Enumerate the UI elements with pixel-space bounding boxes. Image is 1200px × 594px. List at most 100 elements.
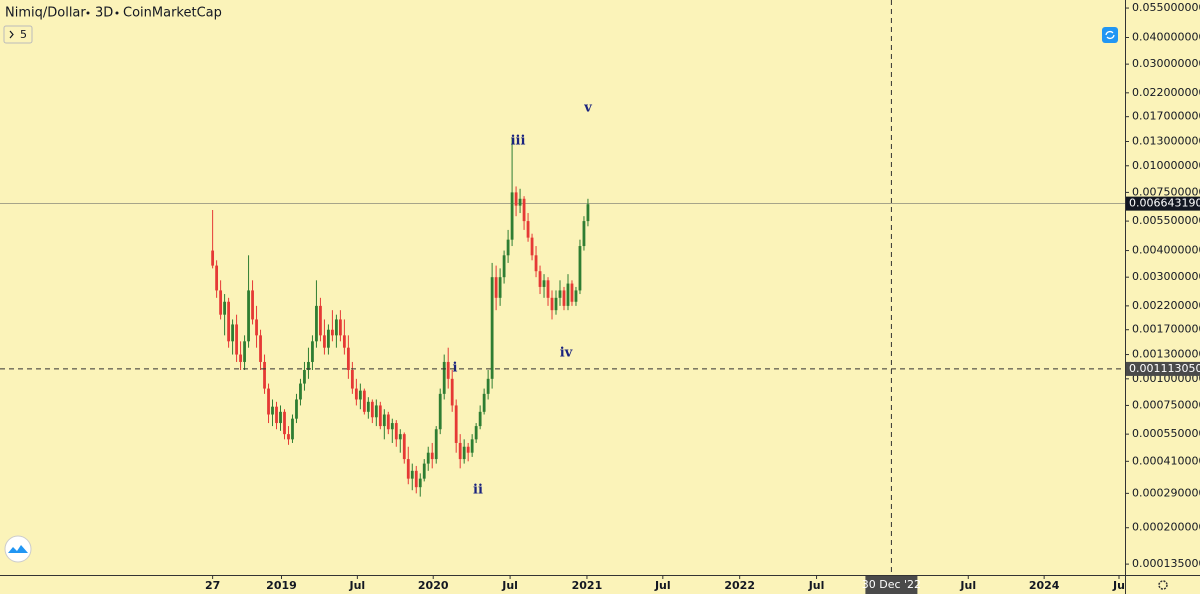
candle-body: [450, 378, 454, 406]
candle-body: [327, 329, 330, 348]
candle-body: [522, 198, 526, 222]
candle-body: [402, 434, 406, 460]
crosshair-price-box: [1126, 361, 1200, 376]
x-tick-label: 27: [205, 579, 220, 592]
logo-button[interactable]: [4, 535, 32, 563]
logo-icon: [8, 545, 28, 553]
candle-body: [247, 290, 250, 342]
candle-body: [295, 399, 298, 419]
candle-body: [498, 277, 502, 298]
candle-body: [259, 335, 262, 362]
x-tick-label: 2019: [266, 579, 297, 592]
candle-body: [530, 237, 534, 256]
candle-body: [406, 459, 410, 479]
candle-body: [235, 324, 238, 355]
candle-body: [562, 290, 566, 306]
x-tick-label: Ju: [1112, 579, 1125, 592]
source: CoinMarketCap: [123, 6, 222, 21]
candle-body: [482, 393, 486, 412]
candle-body: [534, 255, 538, 272]
y-tick-label: 0.0300000000: [1132, 57, 1200, 70]
candle-body: [574, 290, 578, 302]
candle-body: [490, 277, 494, 379]
candle-body: [299, 383, 302, 400]
candle-body: [334, 319, 338, 336]
candle-body: [538, 271, 542, 287]
candle-body: [586, 204, 590, 222]
candle-body: [354, 388, 358, 400]
candle-body: [462, 446, 466, 460]
candle-body: [442, 361, 446, 394]
crosshair-date-label: 30 Dec '22: [862, 578, 921, 591]
candle-body: [231, 324, 234, 342]
candle-body: [362, 390, 366, 412]
x-tick-label: Jul: [501, 579, 518, 592]
x-tick-label: 2022: [724, 579, 755, 592]
x-tick-label: Jul: [349, 579, 366, 592]
candle-body: [502, 255, 506, 278]
candle-body: [434, 429, 438, 460]
candle-body: [243, 341, 246, 362]
wave-label: v: [583, 101, 592, 116]
candle-body: [382, 414, 386, 427]
candle-body: [510, 192, 514, 240]
candle-body: [271, 406, 274, 415]
y-tick-label: 0.0055000000: [1132, 214, 1200, 227]
candle-body: [542, 280, 546, 287]
candle-body: [287, 434, 290, 440]
candle-body: [458, 442, 462, 460]
indicator-toggle[interactable]: [3, 25, 33, 44]
indicator-count: 5: [20, 28, 27, 41]
x-tick-label: Jul: [808, 579, 825, 592]
candle-body: [267, 388, 270, 415]
settings-button[interactable]: [1158, 580, 1168, 590]
y-tick-label: 0.0007500000: [1132, 398, 1200, 411]
y-tick-label: 0.0075000000: [1132, 185, 1200, 198]
candle-body: [319, 305, 322, 336]
candle-body: [446, 361, 450, 379]
separator: [115, 11, 119, 15]
y-tick-label: 0.0017000000: [1132, 323, 1200, 336]
crosshair-price-label: 0.0011130500: [1129, 362, 1200, 375]
y-tick-label: 0.0005500000: [1132, 427, 1200, 440]
candle-body: [331, 329, 334, 336]
candle-body: [255, 319, 258, 336]
candle-body: [323, 335, 326, 348]
candle-body: [350, 370, 354, 389]
candle-body: [578, 246, 582, 291]
x-tick-label: 2024: [1029, 579, 1060, 592]
auto-scale-button[interactable]: [1102, 27, 1118, 43]
candle-body: [526, 221, 530, 238]
wave-label: ii: [473, 483, 483, 498]
y-tick-label: 0.0022000000: [1132, 299, 1200, 312]
wave-label: iv: [560, 346, 573, 361]
plot: [0, 138, 1125, 497]
y-tick-label: 0.0040000000: [1132, 244, 1200, 257]
crosshair-date-box: [865, 576, 918, 594]
candle-body: [410, 470, 414, 479]
candle-body: [263, 361, 266, 389]
y-tick-label: 0.0002000000: [1132, 521, 1200, 534]
candle-body: [390, 423, 394, 430]
y-tick-label: 0.0013000000: [1132, 348, 1200, 361]
y-tick-label: 0.0170000000: [1132, 110, 1200, 123]
x-tick-label: 2020: [418, 579, 449, 592]
candle-body: [283, 411, 286, 435]
candle-body: [358, 390, 362, 400]
candle-body: [422, 463, 426, 479]
candle-body: [338, 319, 342, 336]
candle-body: [374, 405, 378, 418]
candle-body: [554, 297, 558, 311]
wave-label: i: [453, 361, 458, 376]
candle-body: [478, 411, 482, 427]
candle-body: [279, 411, 282, 424]
candle-body: [370, 401, 374, 418]
candle-body: [414, 470, 418, 488]
candle-body: [438, 393, 442, 430]
y-tick-label: 0.0220000000: [1132, 86, 1200, 99]
candle-body: [303, 370, 306, 384]
candle-body: [398, 434, 402, 440]
candle-body: [566, 283, 570, 306]
